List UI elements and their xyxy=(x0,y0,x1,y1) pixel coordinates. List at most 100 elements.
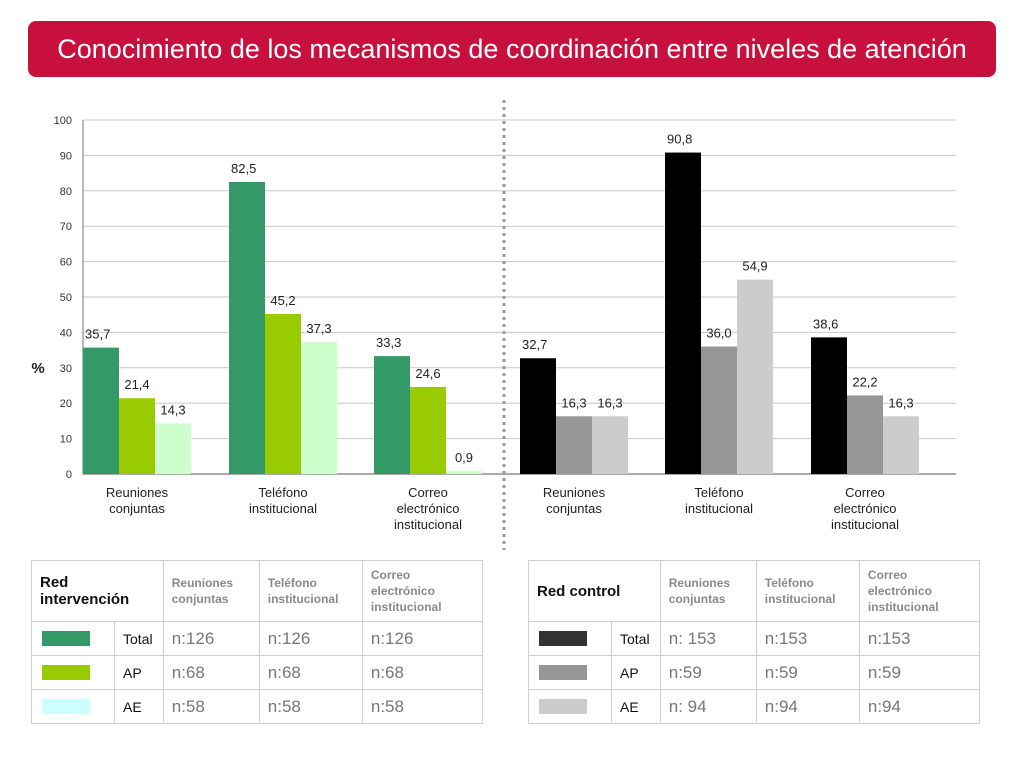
legend-swatch-ap xyxy=(539,665,587,680)
bar-control-total xyxy=(665,152,701,474)
n-cell: n:126 xyxy=(361,621,484,656)
y-tick-label: 100 xyxy=(54,115,72,127)
bar-value-label: 0,9 xyxy=(455,450,473,465)
y-tick-label: 80 xyxy=(60,186,72,198)
x-category-label: conjuntas xyxy=(109,501,165,516)
y-tick-label: 70 xyxy=(60,221,72,233)
table-control-col-correo: Correo electrónico institucional xyxy=(858,560,981,622)
x-category-label: Correo xyxy=(408,485,448,500)
y-tick-label: 30 xyxy=(60,363,72,375)
bar-value-label: 82,5 xyxy=(231,161,256,176)
x-category-label: institucional xyxy=(249,501,317,516)
x-category-label: Reuniones xyxy=(106,485,169,500)
n-cell: n:68 xyxy=(361,655,484,690)
n-cell: n:59 xyxy=(858,655,981,690)
bar-value-label: 35,7 xyxy=(85,327,110,342)
y-tick-label: 90 xyxy=(60,150,72,162)
bar-value-label: 32,7 xyxy=(522,337,547,352)
bar-control-ae xyxy=(592,416,628,474)
row-label-ae: AE xyxy=(114,689,164,724)
bar-intervencion-ap xyxy=(265,313,301,474)
n-cell: n:58 xyxy=(162,689,260,724)
n-cell: n:153 xyxy=(858,621,981,656)
n-cell: n:58 xyxy=(258,689,363,724)
y-tick-label: 60 xyxy=(60,257,72,269)
n-cell: n:68 xyxy=(258,655,363,690)
y-tick-label: 0 xyxy=(66,469,72,481)
y-tick-label: 40 xyxy=(60,327,72,339)
bar-control-ae xyxy=(737,279,773,474)
table-row: Total n:126 n:126 n:126 xyxy=(31,621,484,656)
bar-value-label: 37,3 xyxy=(306,321,331,336)
x-category-label: institucional xyxy=(831,517,899,532)
bar-intervencion-total xyxy=(83,347,119,474)
table-intervencion-col-reuniones: Reuniones conjuntas xyxy=(162,560,260,622)
table-intervencion-title: Red intervención xyxy=(31,560,164,622)
n-cell: n:58 xyxy=(361,689,484,724)
bar-value-label: 45,2 xyxy=(270,293,295,308)
table-intervencion-col-correo: Correo electrónico institucional xyxy=(361,560,484,622)
legend-swatch-ap xyxy=(42,665,90,680)
bar-intervencion-ap xyxy=(410,386,446,474)
x-category-label: Teléfono xyxy=(694,485,743,500)
n-cell: n:59 xyxy=(755,655,860,690)
table-row: Total n: 153 n:153 n:153 xyxy=(528,621,981,656)
x-category-label: conjuntas xyxy=(546,501,602,516)
row-label-total: Total xyxy=(611,621,661,656)
row-label-ap: AP xyxy=(611,655,661,690)
bar-value-label: 16,3 xyxy=(597,395,622,410)
x-category-label: electrónico xyxy=(397,501,460,516)
bar-value-label: 22,2 xyxy=(852,374,877,389)
table-control-col-reuniones: Reuniones conjuntas xyxy=(659,560,757,622)
table-row: AP n:68 n:68 n:68 xyxy=(31,655,484,690)
table-row: AE n: 94 n:94 n:94 xyxy=(528,689,981,724)
y-tick-label: 10 xyxy=(60,434,72,446)
y-axis-label: % xyxy=(31,360,44,377)
table-control-col-telefono: Teléfono institucional xyxy=(755,560,860,622)
row-label-total: Total xyxy=(114,621,164,656)
row-label-ap: AP xyxy=(114,655,164,690)
bar-value-label: 90,8 xyxy=(667,132,692,147)
x-category-label: institucional xyxy=(394,517,462,532)
n-cell: n:94 xyxy=(755,689,860,724)
bar-intervencion-total xyxy=(374,356,410,474)
bar-intervencion-ae xyxy=(155,423,191,474)
row-label-ae: AE xyxy=(611,689,661,724)
y-tick-label: 20 xyxy=(60,398,72,410)
x-category-label: institucional xyxy=(685,501,753,516)
bar-control-ae xyxy=(883,416,919,474)
n-cell: n: 94 xyxy=(659,689,757,724)
bar-intervencion-ae xyxy=(301,341,337,474)
bar-control-total xyxy=(520,358,556,474)
bar-intervencion-ae xyxy=(446,470,482,474)
chart-title: Conocimiento de los mecanismos de coordi… xyxy=(57,34,967,64)
bar-intervencion-ap xyxy=(119,398,155,474)
bar-control-ap xyxy=(556,416,592,474)
bar-value-label: 54,9 xyxy=(742,259,767,274)
table-row: AP n:59 n:59 n:59 xyxy=(528,655,981,690)
table-intervencion-col-telefono: Teléfono institucional xyxy=(258,560,363,622)
n-cell: n: 153 xyxy=(659,621,757,656)
y-tick-label: 50 xyxy=(60,292,72,304)
bar-chart: 0 10 20 30 40 50 60 70 80 90 100% 35,7 21,4 14,3 Reuni… xyxy=(31,100,956,550)
legend-swatch-total xyxy=(539,631,587,646)
n-cell: n:153 xyxy=(755,621,860,656)
legend-swatch-ae xyxy=(42,699,90,714)
bar-value-label: 38,6 xyxy=(813,316,838,331)
bar-value-label: 14,3 xyxy=(160,402,185,417)
table-row: AE n:58 n:58 n:58 xyxy=(31,689,484,724)
bar-value-label: 16,3 xyxy=(888,395,913,410)
bar-intervencion-total xyxy=(229,181,265,474)
table-red-control: Red control Reuniones conjuntas Teléfono… xyxy=(528,560,981,724)
n-cell: n:126 xyxy=(162,621,260,656)
n-cell: n:126 xyxy=(258,621,363,656)
bar-value-label: 24,6 xyxy=(415,366,440,381)
n-cell: n:94 xyxy=(858,689,981,724)
title-banner: Conocimiento de los mecanismos de coordi… xyxy=(28,21,996,77)
x-category-label: Teléfono xyxy=(258,485,307,500)
x-category-label: electrónico xyxy=(834,501,897,516)
bar-value-label: 21,4 xyxy=(124,377,149,392)
table-red-intervencion: Red intervención Reuniones conjuntas Tel… xyxy=(31,560,484,724)
bar-value-label: 33,3 xyxy=(376,335,401,350)
x-category-label: Correo xyxy=(845,485,885,500)
